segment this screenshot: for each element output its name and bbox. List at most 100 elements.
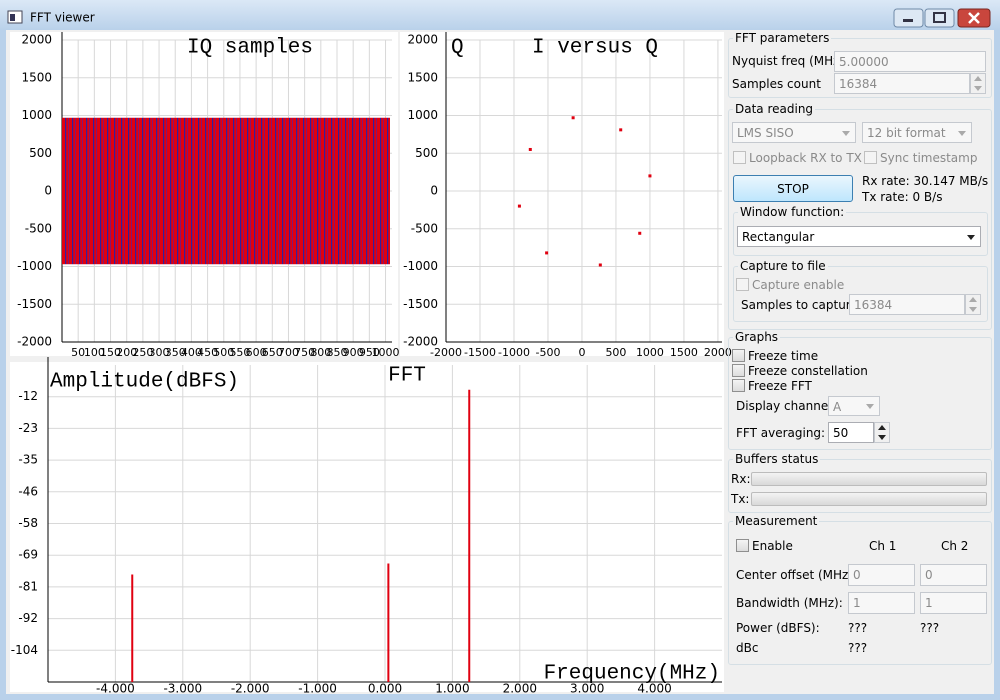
y-tick-label: -1500 (17, 297, 52, 311)
label: Nyquist freq (MHz): (732, 54, 849, 68)
rx-buffer-bar (751, 472, 987, 486)
label: Samples to capture: (741, 298, 862, 312)
y-tick-label: 0 (430, 184, 438, 198)
x-tick-label: 500 (213, 346, 234, 359)
close-icon (968, 12, 980, 24)
checkbox (733, 151, 746, 164)
checkbox (736, 278, 749, 291)
minimize-button[interactable] (893, 8, 924, 28)
label: Rx rate: 30.147 MB/s (862, 174, 989, 188)
y-tick-label: -23 (18, 421, 38, 435)
checkbox-label: Freeze FFT (748, 379, 812, 393)
checkbox[interactable] (732, 364, 745, 377)
constellation-plot-panel (400, 32, 724, 356)
checkbox-label: Freeze time (748, 349, 819, 363)
y-tick-label: -500 (25, 221, 52, 235)
label: Display channel: (736, 399, 836, 413)
spin-down-arrow (969, 307, 977, 312)
label: Bandwidth (MHz): (736, 596, 843, 610)
group-box (728, 109, 992, 330)
x-tick-label: 300 (149, 346, 170, 359)
x-tick-label: -4.000 (96, 682, 135, 696)
dropdown-arrow (958, 130, 966, 136)
label: ??? (848, 641, 868, 655)
x-tick-label: 850 (327, 346, 348, 359)
dropdown: LMS SISO (732, 122, 856, 143)
y-tick-label: -1000 (403, 259, 438, 273)
x-tick-label: -1000 (498, 346, 530, 359)
text-input: 0 (848, 564, 915, 586)
x-tick-label: 150 (100, 346, 121, 359)
x-tick-label: 0 (578, 346, 585, 359)
y-tick-label: -2000 (17, 335, 52, 349)
x-tick-label: -3.000 (163, 682, 202, 696)
label: Center offset (MHz): (736, 568, 858, 582)
checkbox-label: Enable (752, 539, 793, 553)
text-input: 16384 (834, 73, 970, 94)
maximize-button[interactable] (924, 8, 955, 28)
y-tick-label: 1500 (407, 70, 438, 84)
label: Power (dBFS): (736, 621, 820, 635)
y-tick-label: 1000 (21, 108, 52, 122)
group-box (728, 459, 992, 513)
maximize-icon (933, 12, 946, 23)
iq-signal-band (62, 117, 390, 265)
x-tick-label: 200 (116, 346, 137, 359)
text-input: 1 (848, 592, 915, 614)
checkbox-label: Capture enable (752, 278, 845, 292)
x-tick-label: 3.000 (570, 682, 604, 696)
label: ??? (848, 621, 868, 635)
label: Samples count (732, 77, 821, 91)
constellation-point (648, 174, 652, 178)
x-tick-label: 500 (605, 346, 626, 359)
spin-up-arrow (974, 76, 982, 81)
x-tick-label: 0.000 (368, 682, 402, 696)
text-input: 0 (920, 564, 987, 586)
x-tick-label: 400 (181, 346, 202, 359)
checkbox[interactable] (732, 379, 745, 392)
spin-down-arrow (878, 435, 886, 440)
plots: 2000150010005000-500-1000-1500-200050100… (11, 32, 732, 696)
y-tick-label: -500 (411, 221, 438, 235)
spin-up-arrow (878, 425, 886, 430)
spin-down-arrow (974, 86, 982, 91)
x-tick-label: 950 (359, 346, 380, 359)
checkbox[interactable] (736, 539, 749, 552)
x-tick-label: 2.000 (503, 682, 537, 696)
constellation-point (545, 251, 549, 255)
x-tick-label: 600 (246, 346, 267, 359)
y-axis-label: Amplitude(dBFS) (50, 371, 239, 394)
y-tick-label: 500 (29, 146, 52, 160)
dropdown[interactable]: Rectangular (737, 226, 981, 247)
spin-up-arrow (969, 297, 977, 302)
window-title: FFT viewer (30, 11, 95, 25)
y-tick-label: -92 (18, 611, 38, 625)
x-tick-label: 250 (132, 346, 153, 359)
plot-title: IQ samples (187, 37, 313, 60)
y-tick-label: -1000 (17, 259, 52, 273)
y-tick-label: -12 (18, 389, 38, 403)
checkbox-label: Loopback RX to TX (749, 151, 862, 165)
x-tick-label: 750 (294, 346, 315, 359)
constellation-point (619, 128, 623, 132)
x-tick-label: 100 (84, 346, 105, 359)
dropdown-arrow (967, 234, 975, 240)
group-title: Data reading (733, 102, 816, 116)
x-tick-label: -2000 (430, 346, 462, 359)
label: Rx: (731, 472, 751, 486)
checkbox[interactable] (732, 349, 745, 362)
x-tick-label: 1000 (636, 346, 664, 359)
dropdown: 12 bit format (862, 122, 972, 143)
stop-button[interactable]: STOP (733, 175, 853, 202)
group-title: Capture to file (738, 259, 828, 273)
group-box (728, 521, 992, 665)
x-tick-label: 4.000 (637, 682, 671, 696)
group-title: Buffers status (733, 452, 821, 466)
text-input[interactable]: 50 (828, 422, 874, 443)
x-tick-label: 1000 (372, 346, 400, 359)
x-tick-label: 1.000 (435, 682, 469, 696)
constellation-point (517, 204, 521, 208)
label: Tx rate: 0 B/s (862, 190, 943, 204)
y-tick-label: -2000 (403, 335, 438, 349)
